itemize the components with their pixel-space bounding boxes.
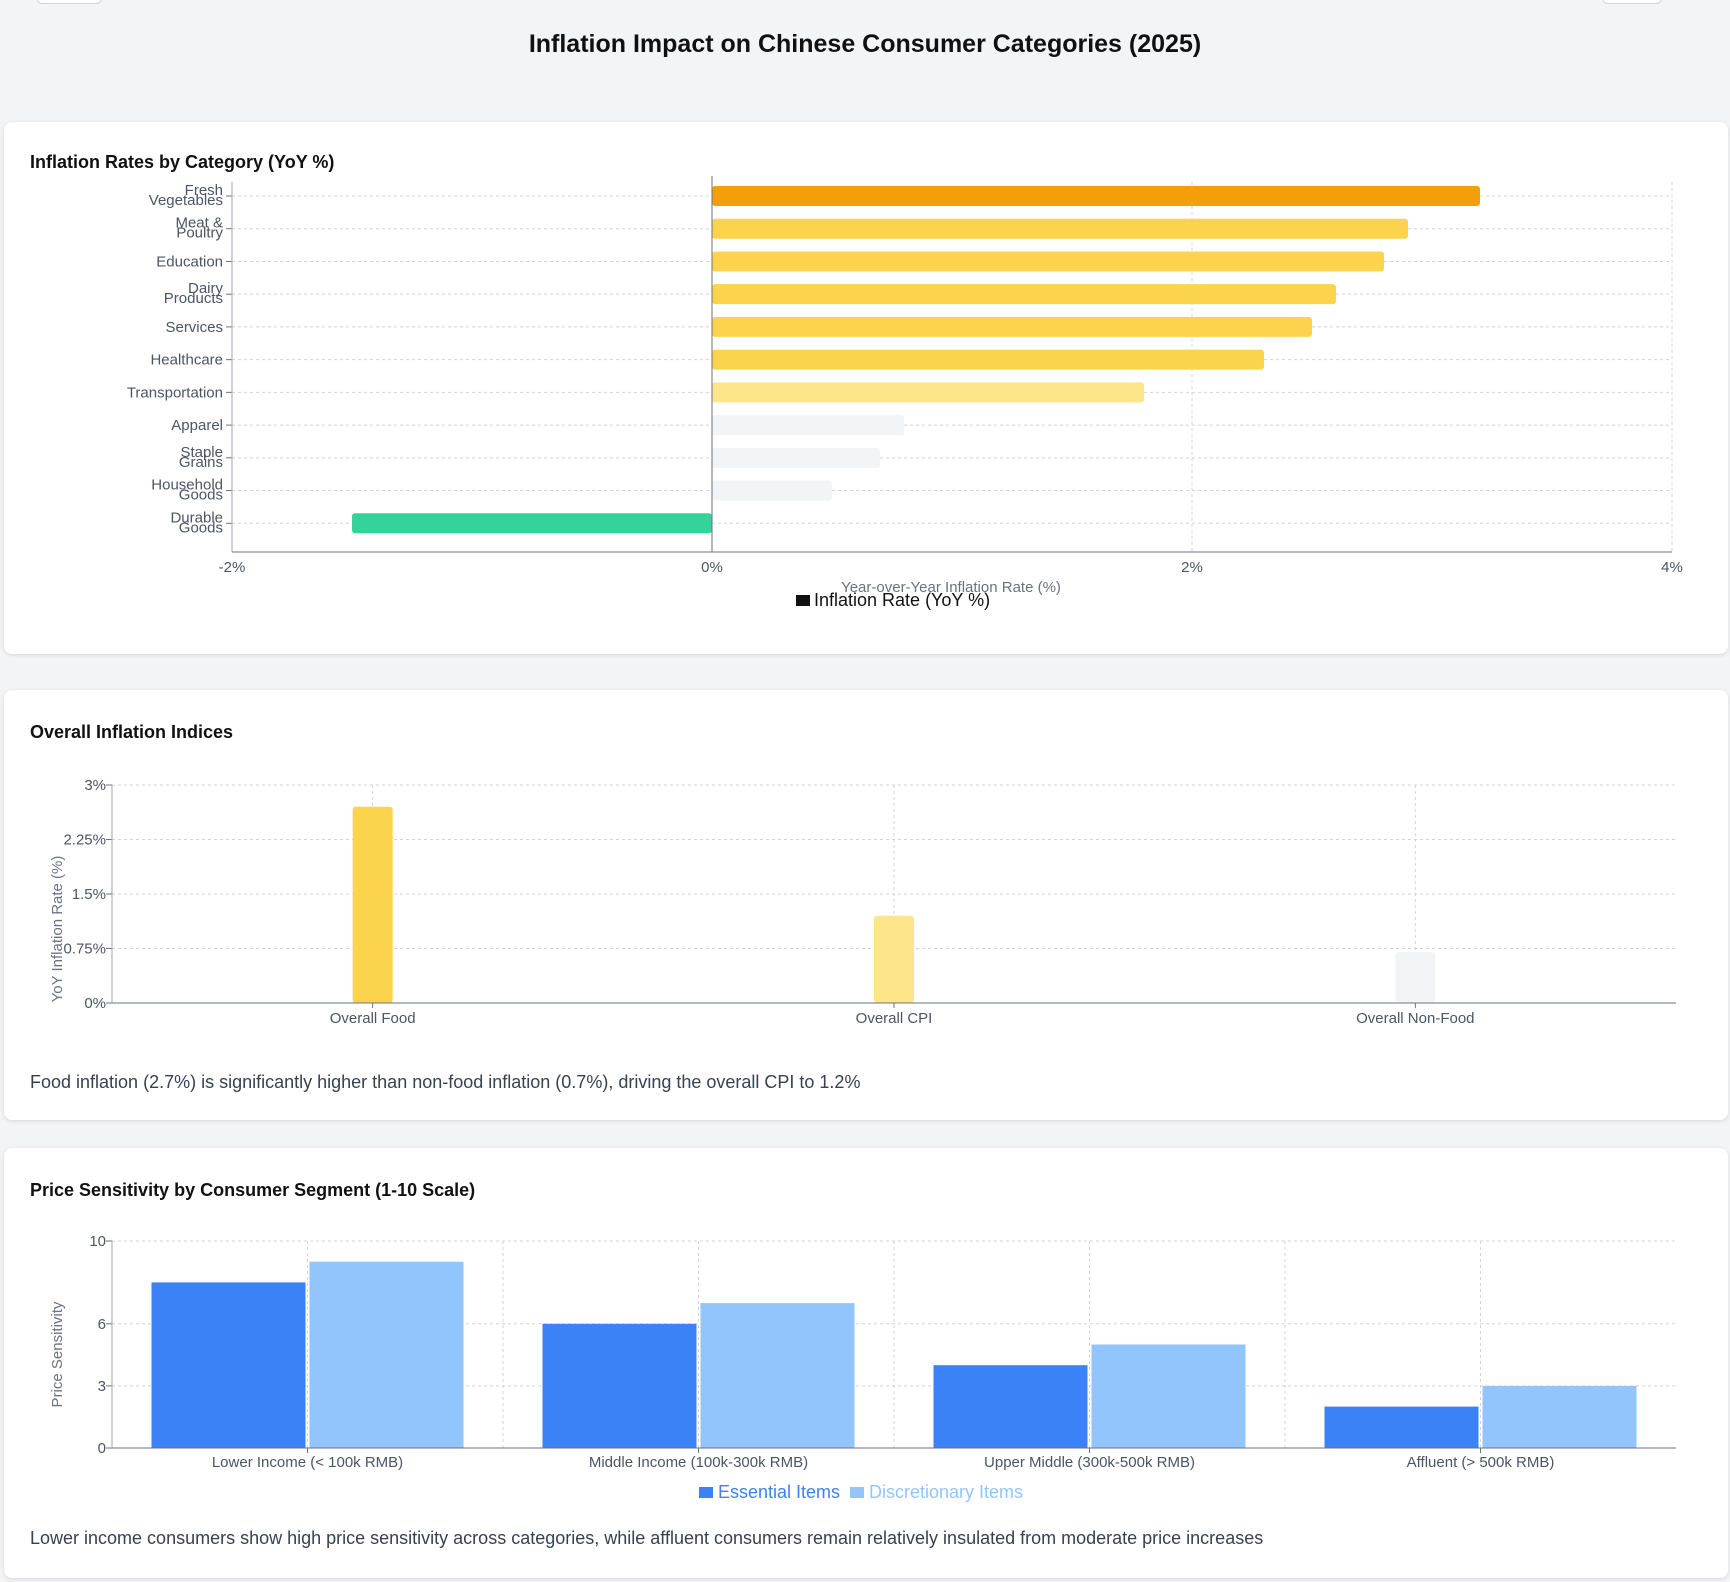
y-axis-label: Price Sensitivity — [49, 1301, 66, 1407]
legend-label: Discretionary Items — [869, 1482, 1024, 1502]
y-tick-label: 3% — [84, 777, 106, 794]
y-axis-label: YoY Inflation Rate (%) — [49, 856, 66, 1003]
y-tick-label: 3 — [98, 1378, 106, 1395]
y-tick-label: 0.75% — [63, 941, 106, 958]
category-label: Apparel — [171, 417, 223, 434]
top-control-stub-left[interactable] — [36, 0, 102, 4]
category-label: Transportation — [127, 384, 223, 401]
category-label-line: Vegetables — [149, 192, 223, 209]
bar — [712, 316, 1312, 337]
category-label: Meat & Poultry — [175, 215, 223, 242]
category-label-line: Grains — [179, 454, 223, 471]
bar — [712, 415, 904, 436]
bar — [712, 251, 1384, 272]
indices-note: Food inflation (2.7%) is significantly h… — [30, 1072, 861, 1092]
y-tick-label: 1.5% — [72, 886, 106, 903]
bar — [712, 382, 1144, 403]
bar — [151, 1282, 306, 1448]
category-label: Durable Goods — [170, 509, 223, 536]
y-tick-label: 0 — [98, 1440, 106, 1457]
category-label-line: Poultry — [176, 225, 223, 242]
bar — [1395, 952, 1436, 1003]
legend-label: Essential Items — [717, 1482, 840, 1502]
category-label-line: Meat & — [175, 215, 223, 232]
x-tick-label: 4% — [1661, 559, 1683, 576]
overall-indices-chart: 0% 0.75% 1.5% 2.25% 3% Overall Food Overall CP… — [49, 777, 1676, 1027]
category-label-line: Goods — [179, 519, 223, 536]
category-label: Overall Non-Food — [1356, 1010, 1474, 1027]
bar — [542, 1323, 697, 1448]
bar — [309, 1261, 464, 1448]
category-label: Staple Grains — [179, 444, 223, 471]
category-label-line: Products — [164, 290, 223, 307]
card-overall-indices: Overall Inflation Indices 0% 0.75% 1.5% 2.2… — [4, 690, 1728, 1120]
bar — [352, 513, 712, 534]
bar — [1091, 1344, 1246, 1448]
y-tick-label: 6 — [98, 1316, 106, 1333]
card-category-inflation: Inflation Rates by Category (YoY %) -2% 0… — [4, 122, 1728, 654]
category-label: Overall Food — [330, 1010, 416, 1027]
card-title: Overall Inflation Indices — [30, 722, 234, 742]
bar — [874, 915, 914, 1003]
legend-swatch — [850, 1487, 864, 1498]
x-tick-label: -2% — [219, 559, 246, 576]
category-label-line: Durable — [170, 509, 223, 526]
category-label: Upper Middle (300k-500k RMB) — [984, 1454, 1195, 1471]
category-label: Education — [156, 253, 223, 270]
legend-swatch — [796, 595, 810, 606]
bar — [933, 1365, 1088, 1448]
legend-item[interactable]: Discretionary Items — [850, 1482, 1023, 1503]
bar — [1324, 1406, 1479, 1448]
y-tick-label: 0% — [84, 995, 106, 1012]
y-tick-label: 10 — [89, 1233, 106, 1250]
card-title: Inflation Rates by Category (YoY %) — [30, 152, 335, 172]
legend-item[interactable]: Essential Items — [698, 1482, 840, 1503]
x-axis-label: Year-over-Year Inflation Rate (%) — [841, 579, 1061, 596]
category-label-line: Goods — [179, 487, 223, 504]
y-tick-label: 2.25% — [63, 832, 106, 849]
page-title: Inflation Impact on Chinese Consumer Cat… — [528, 30, 1202, 58]
category-label: Lower Income (< 100k RMB) — [212, 1454, 403, 1471]
category-label: Household Goods — [151, 477, 223, 504]
category-label: Fresh Vegetables — [149, 182, 223, 209]
legend-swatch — [698, 1487, 713, 1498]
category-label-line: Dairy — [188, 280, 224, 297]
sensitivity-legend: Essential Items Discretionary Items — [4, 1482, 1728, 1503]
category-label-line: Household — [151, 477, 223, 494]
bar — [712, 218, 1408, 239]
category-label: Healthcare — [150, 352, 223, 369]
bar — [352, 806, 393, 1003]
card-price-sensitivity: Price Sensitivity by Consumer Segment (1… — [4, 1148, 1728, 1578]
category-label: Affluent (> 500k RMB) — [1407, 1454, 1555, 1471]
sensitivity-note: Lower income consumers show high price s… — [30, 1528, 1264, 1548]
category-label: Overall CPI — [856, 1010, 933, 1027]
category-label: Dairy Products — [164, 280, 224, 307]
category-label: Middle Income (100k-300k RMB) — [589, 1454, 808, 1471]
bar — [712, 284, 1336, 305]
legend-label: Inflation Rate (YoY %) — [814, 590, 990, 610]
bar — [712, 186, 1480, 206]
bar — [1482, 1385, 1637, 1448]
category-inflation-chart: -2% 0% 2% 4% Fresh Vegetables Meat & Poultry Edu… — [127, 176, 1683, 610]
bar — [712, 480, 832, 501]
x-tick-label: 2% — [1181, 559, 1203, 576]
bar — [712, 447, 880, 468]
price-sensitivity-chart: 0 3 6 10 Lower Income (< 100k RMB) Middle Inc… — [49, 1233, 1676, 1471]
bar — [712, 349, 1264, 370]
x-tick-label: 0% — [701, 559, 723, 576]
category-label-line: Fresh — [185, 182, 223, 199]
top-control-stub-right[interactable] — [1602, 0, 1662, 4]
category-label: Services — [165, 319, 223, 336]
card-title: Price Sensitivity by Consumer Segment (1… — [30, 1180, 476, 1200]
bar — [700, 1303, 855, 1448]
category-label-line: Staple — [180, 444, 223, 461]
